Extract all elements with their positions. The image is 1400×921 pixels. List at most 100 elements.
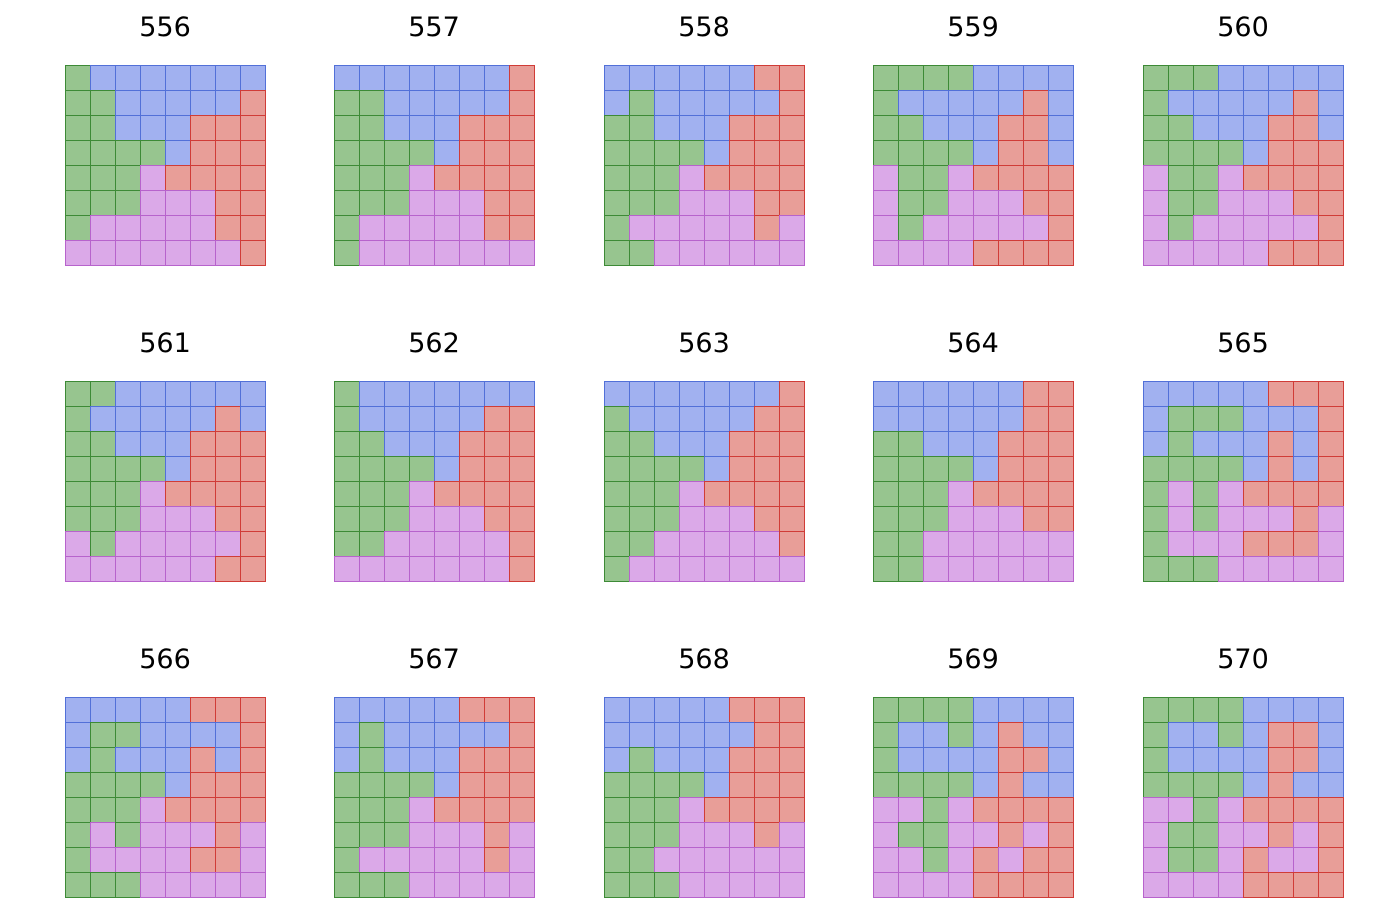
- grid-cell: [898, 481, 924, 507]
- grid-cell: [409, 872, 435, 898]
- grid-cell: [1243, 506, 1269, 532]
- grid-cell: [1048, 431, 1074, 457]
- grid-cell: [434, 531, 460, 557]
- grid-cell: [948, 772, 974, 798]
- grid-cell: [923, 406, 949, 432]
- grid-cell: [704, 872, 730, 898]
- grid-cell: [115, 240, 141, 266]
- grid-cell: [215, 722, 241, 748]
- grid-cell: [704, 531, 730, 557]
- grid-cell: [729, 90, 755, 116]
- grid-cell: [629, 722, 655, 748]
- grid-cell: [115, 556, 141, 582]
- grid-cell: [923, 772, 949, 798]
- grid-cell: [384, 556, 410, 582]
- grid-cell: [215, 822, 241, 848]
- grid-cell: [484, 531, 510, 557]
- grid-cell: [948, 872, 974, 898]
- grid-cell: [973, 697, 999, 723]
- grid-cell: [998, 215, 1024, 241]
- grid-cell: [654, 772, 680, 798]
- grid-cell: [704, 847, 730, 873]
- grid-cell: [1193, 240, 1219, 266]
- grid-cell: [90, 797, 116, 823]
- grid-cell: [359, 115, 385, 141]
- grid-cell: [998, 165, 1024, 191]
- grid-cell: [484, 115, 510, 141]
- grid-cell: [948, 747, 974, 773]
- grid-cell: [779, 556, 805, 582]
- grid-cell: [1293, 65, 1319, 91]
- grid-cell: [509, 90, 535, 116]
- grid-cell: [998, 190, 1024, 216]
- panel-564: 564: [873, 329, 1074, 582]
- grid-cell: [898, 722, 924, 748]
- grid-cell: [898, 531, 924, 557]
- grid-cell: [754, 215, 780, 241]
- grid-cell: [484, 190, 510, 216]
- grid-cell: [654, 722, 680, 748]
- grid-cell: [459, 772, 485, 798]
- grid-cell: [704, 697, 730, 723]
- grid-cell: [65, 697, 91, 723]
- grid-cell: [923, 556, 949, 582]
- grid-cell: [459, 872, 485, 898]
- grid-cell: [459, 481, 485, 507]
- grid-cell: [165, 797, 191, 823]
- grid-cell: [729, 847, 755, 873]
- grid-cell: [1023, 872, 1049, 898]
- grid-cell: [604, 456, 630, 482]
- grid-cell: [779, 115, 805, 141]
- grid-cell: [1293, 722, 1319, 748]
- grid-cell: [1168, 822, 1194, 848]
- grid-cell: [165, 456, 191, 482]
- grid-cell: [654, 872, 680, 898]
- panel-557: 557: [334, 13, 535, 266]
- grid-cell: [165, 90, 191, 116]
- tile-grid: [604, 697, 805, 898]
- grid-cell: [1218, 190, 1244, 216]
- grid-cell: [359, 847, 385, 873]
- grid-cell: [1023, 481, 1049, 507]
- grid-cell: [923, 847, 949, 873]
- grid-cell: [90, 240, 116, 266]
- grid-cell: [898, 556, 924, 582]
- grid-cell: [898, 240, 924, 266]
- grid-cell: [409, 556, 435, 582]
- grid-cell: [484, 847, 510, 873]
- tile-grid: [65, 697, 266, 898]
- grid-cell: [140, 90, 166, 116]
- grid-cell: [384, 456, 410, 482]
- grid-cell: [509, 240, 535, 266]
- grid-cell: [1168, 381, 1194, 407]
- tile-grid: [873, 381, 1074, 582]
- grid-cell: [898, 872, 924, 898]
- grid-cell: [754, 797, 780, 823]
- grid-cell: [873, 431, 899, 457]
- grid-cell: [754, 381, 780, 407]
- grid-cell: [384, 531, 410, 557]
- grid-cell: [754, 481, 780, 507]
- grid-cell: [509, 822, 535, 848]
- grid-cell: [779, 65, 805, 91]
- grid-cell: [65, 165, 91, 191]
- grid-cell: [215, 847, 241, 873]
- grid-cell: [729, 531, 755, 557]
- grid-cell: [384, 165, 410, 191]
- grid-cell: [973, 822, 999, 848]
- grid-cell: [484, 872, 510, 898]
- grid-cell: [1168, 240, 1194, 266]
- grid-cell: [240, 140, 266, 166]
- grid-cell: [629, 115, 655, 141]
- grid-cell: [1168, 772, 1194, 798]
- grid-cell: [115, 872, 141, 898]
- grid-cell: [1168, 872, 1194, 898]
- grid-cell: [1023, 722, 1049, 748]
- grid-cell: [1243, 872, 1269, 898]
- grid-cell: [1293, 847, 1319, 873]
- grid-cell: [384, 481, 410, 507]
- grid-cell: [704, 240, 730, 266]
- grid-cell: [873, 747, 899, 773]
- grid-cell: [409, 115, 435, 141]
- grid-cell: [140, 847, 166, 873]
